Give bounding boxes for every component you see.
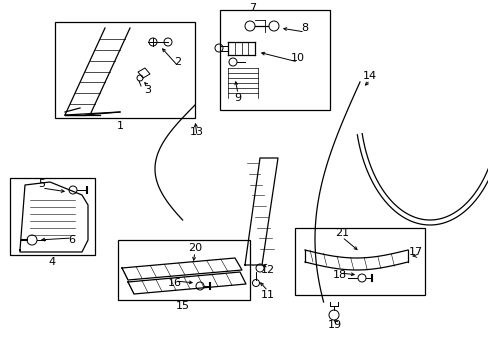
Text: 8: 8 <box>301 23 308 33</box>
Text: 3: 3 <box>144 85 151 95</box>
Text: 18: 18 <box>332 270 346 280</box>
Text: 1: 1 <box>116 121 123 131</box>
Text: 10: 10 <box>290 53 305 63</box>
Bar <box>220 10 329 110</box>
Bar <box>55 22 195 118</box>
Text: 21: 21 <box>334 228 348 238</box>
Text: 16: 16 <box>168 278 182 288</box>
Text: 17: 17 <box>408 247 422 257</box>
Text: 12: 12 <box>261 265 274 275</box>
Text: 19: 19 <box>327 320 342 330</box>
Text: 4: 4 <box>48 257 56 267</box>
Text: 9: 9 <box>234 93 241 103</box>
Text: 11: 11 <box>261 290 274 300</box>
Text: 14: 14 <box>362 71 376 81</box>
Text: 2: 2 <box>174 57 181 67</box>
Bar <box>294 228 424 295</box>
Bar <box>118 240 249 300</box>
Bar <box>10 178 95 255</box>
Text: 20: 20 <box>187 243 202 253</box>
Text: 15: 15 <box>176 301 190 311</box>
Text: 6: 6 <box>68 235 75 245</box>
Text: 5: 5 <box>39 179 45 189</box>
Text: 13: 13 <box>190 127 203 137</box>
Text: 7: 7 <box>249 3 256 13</box>
